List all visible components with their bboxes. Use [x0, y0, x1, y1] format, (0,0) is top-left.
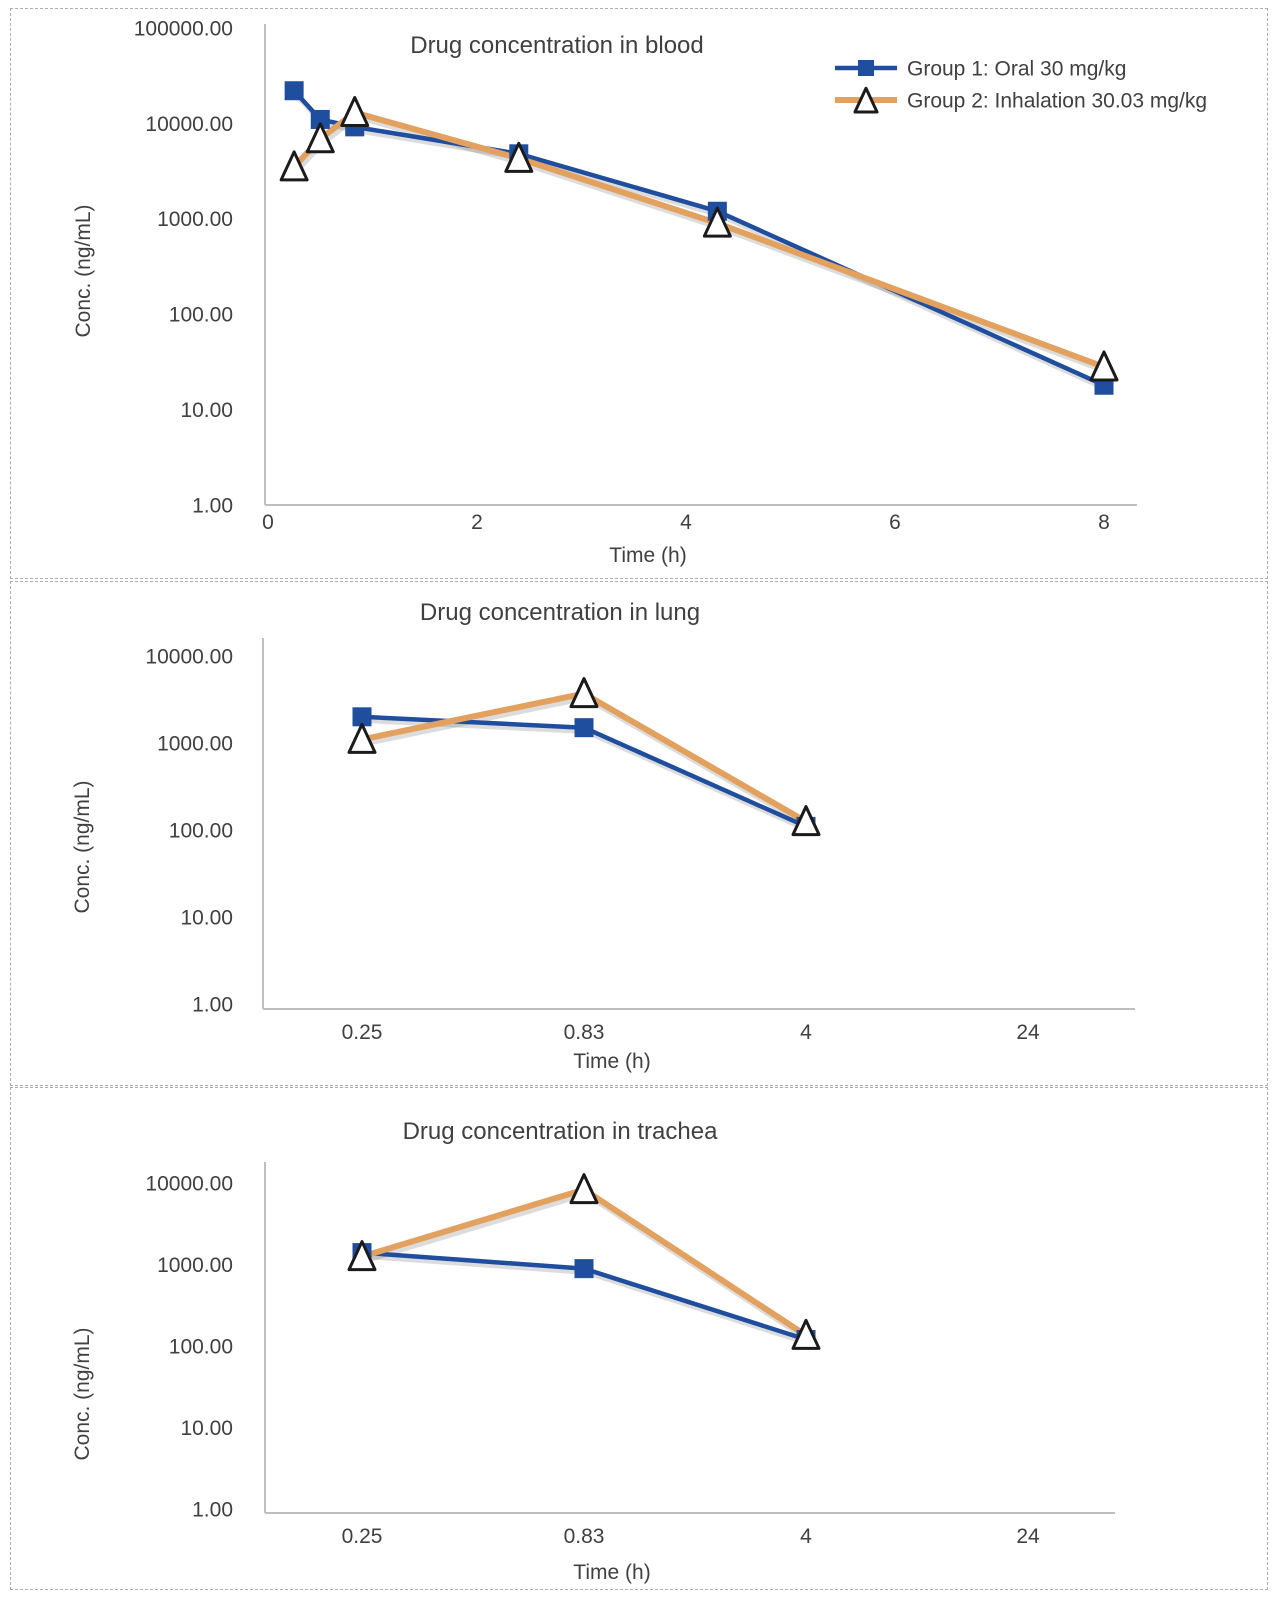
group1-square-marker [352, 707, 372, 727]
x-tick-label: 24 [1016, 1525, 1040, 1548]
y-tick-label: 10000.00 [145, 113, 233, 136]
y-tick-label: 10.00 [180, 906, 233, 929]
chart-panel-lung: 10000.00 1000.00 100.00 10.00 1.00 0.25 0.83 4 2… [10, 581, 1268, 1086]
lung-concentration-chart: 10000.00 1000.00 100.00 10.00 1.00 0.25 0.83 4 2… [71, 599, 1135, 1073]
y-tick-label: 10.00 [180, 399, 233, 422]
group2-triangle-marker [279, 150, 309, 182]
x-tick-label: 4 [800, 1525, 812, 1548]
group2-triangle-marker [305, 122, 335, 154]
y-tick-label: 1000.00 [157, 732, 233, 755]
group1-square-marker [310, 109, 330, 129]
y-tick-label: 1.00 [192, 494, 233, 517]
group1-square-marker [284, 81, 304, 101]
x-axis-title: Time (h) [609, 544, 686, 567]
group2-triangle-marker [340, 96, 370, 128]
y-tick-label: 1000.00 [157, 1254, 233, 1277]
x-tick-label: 0.25 [342, 1525, 383, 1548]
chart-title: Drug concentration in blood [410, 32, 704, 59]
y-tick-label: 1.00 [192, 1498, 233, 1521]
trachea-concentration-chart: 10000.00 1000.00 100.00 10.00 1.00 0.25 0.83 4 2… [71, 1118, 1115, 1584]
y-axis-title: Conc. (ng/mL) [72, 204, 95, 337]
legend: Group 1: Oral 30 mg/kg Group 2: Inhalatio… [835, 57, 1207, 114]
legend-item-label: Group 2: Inhalation 30.03 mg/kg [907, 89, 1207, 112]
legend-square-icon [858, 60, 874, 76]
y-tick-label: 100.00 [169, 819, 233, 842]
chart-panel-trachea: 10000.00 1000.00 100.00 10.00 1.00 0.25 0.83 4 2… [10, 1087, 1268, 1590]
y-tick-label: 1000.00 [157, 208, 233, 231]
group2-triangle-marker [1089, 350, 1119, 382]
series-line-shadow [363, 693, 810, 829]
y-axis-title: Conc. (ng/mL) [71, 1327, 94, 1460]
chart-title: Drug concentration in trachea [403, 1118, 719, 1145]
x-tick-label: 0.83 [564, 1525, 605, 1548]
y-axis-title: Conc. (ng/mL) [71, 780, 94, 913]
group2-triangle-marker [347, 722, 377, 754]
x-axis-title: Time (h) [573, 1561, 650, 1584]
x-tick-label: 0.83 [564, 1021, 605, 1044]
blood-concentration-chart: 100000.00 10000.00 1000.00 100.00 10.00 1.00 0… [72, 17, 1207, 567]
legend-item-label: Group 1: Oral 30 mg/kg [907, 57, 1126, 80]
group1-square-marker [574, 1259, 594, 1279]
chart-panel-blood: 100000.00 10000.00 1000.00 100.00 10.00 1.00 0… [10, 8, 1268, 579]
x-tick-label: 0.25 [342, 1021, 383, 1044]
y-tick-label: 100.00 [169, 1335, 233, 1358]
x-axis-title: Time (h) [573, 1050, 650, 1073]
x-tick-label: 6 [889, 511, 901, 534]
group2-triangle-marker [347, 1240, 377, 1272]
y-tick-label: 1.00 [192, 993, 233, 1016]
x-tick-label: 8 [1098, 511, 1110, 534]
x-tick-label: 2 [471, 511, 483, 534]
group2-triangle-marker [504, 141, 534, 173]
group2-triangle-marker [569, 677, 599, 709]
group1-line [292, 89, 1105, 388]
x-tick-label: 4 [680, 511, 692, 534]
y-tick-label: 10000.00 [145, 645, 233, 668]
legend-triangle-icon [853, 86, 879, 114]
group2-triangle-marker [791, 805, 821, 837]
y-tick-label: 100000.00 [134, 17, 233, 40]
y-tick-label: 10.00 [180, 1417, 233, 1440]
x-tick-label: 0 [262, 511, 274, 534]
y-tick-label: 10000.00 [145, 1172, 233, 1195]
x-tick-label: 4 [800, 1021, 812, 1044]
group2-triangle-marker [791, 1318, 821, 1350]
x-tick-label: 24 [1016, 1021, 1040, 1044]
chart-title: Drug concentration in lung [420, 599, 700, 626]
group1-square-marker [574, 718, 594, 738]
group2-triangle-marker [702, 206, 732, 238]
group2-triangle-marker [569, 1173, 599, 1205]
y-tick-label: 100.00 [169, 304, 233, 327]
